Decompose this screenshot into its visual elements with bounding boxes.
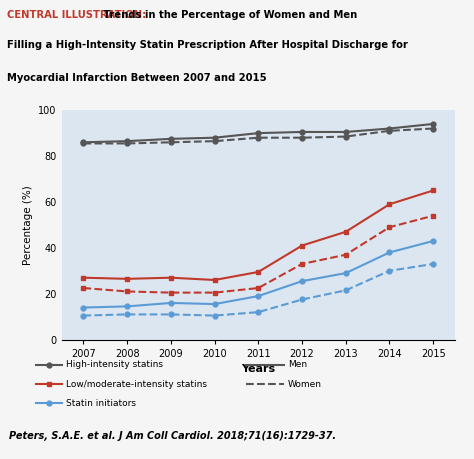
Text: Statin initiators: Statin initiators — [66, 399, 137, 408]
Text: Filling a High-Intensity Statin Prescription After Hospital Discharge for: Filling a High-Intensity Statin Prescrip… — [7, 40, 408, 50]
Text: Trends in the Percentage of Women and Men: Trends in the Percentage of Women and Me… — [100, 10, 357, 20]
Text: Low/moderate-intensity statins: Low/moderate-intensity statins — [66, 380, 207, 389]
Text: Myocardial Infarction Between 2007 and 2015: Myocardial Infarction Between 2007 and 2… — [7, 73, 267, 83]
X-axis label: Years: Years — [241, 364, 275, 374]
Text: Peters, S.A.E. et al. J Am Coll Cardiol. 2018;71(16):1729-37.: Peters, S.A.E. et al. J Am Coll Cardiol.… — [9, 431, 337, 441]
Text: High-intensity statins: High-intensity statins — [66, 360, 164, 369]
Text: Men: Men — [288, 360, 307, 369]
Y-axis label: Percentage (%): Percentage (%) — [23, 185, 33, 265]
Text: CENTRAL ILLUSTRATION:: CENTRAL ILLUSTRATION: — [7, 10, 146, 20]
Text: Women: Women — [288, 380, 322, 389]
